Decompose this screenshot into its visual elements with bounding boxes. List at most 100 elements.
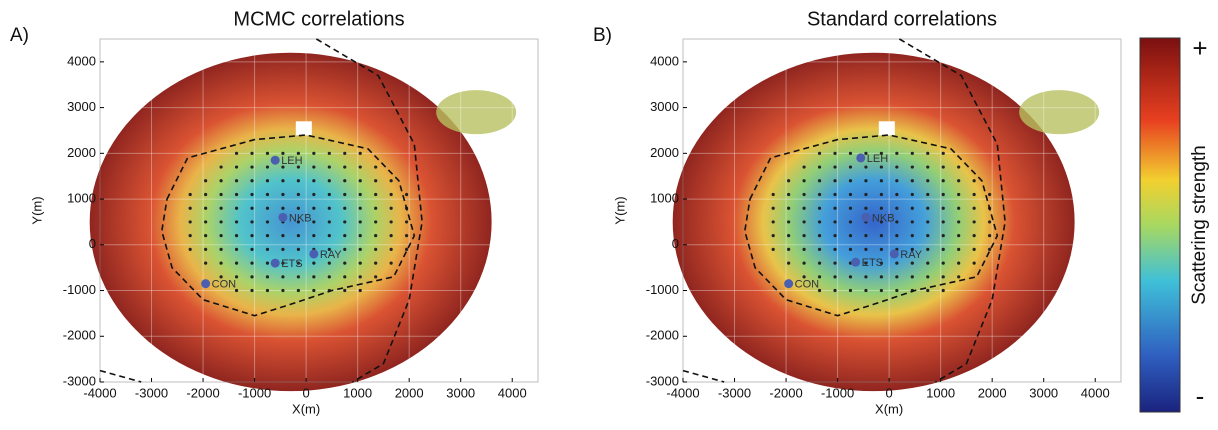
array-dot xyxy=(787,206,791,210)
array-dot xyxy=(817,206,822,210)
array-dot xyxy=(250,220,254,224)
y-tick-label: 4000 xyxy=(67,53,96,68)
array-dot xyxy=(941,275,945,279)
contour xyxy=(315,38,423,383)
array-dot xyxy=(358,179,362,183)
array-dot xyxy=(265,261,270,265)
station xyxy=(856,153,866,163)
array-dot xyxy=(296,234,300,238)
x-tick-label: 3000 xyxy=(1029,385,1058,400)
contour xyxy=(743,134,999,317)
array-dot xyxy=(848,165,853,169)
array-dot xyxy=(833,234,837,238)
array-dot xyxy=(895,165,899,169)
y-tick-label: -1000 xyxy=(63,282,96,297)
array-dot xyxy=(941,151,945,155)
array-dot xyxy=(343,151,347,155)
array-dot xyxy=(327,247,331,251)
array-dot xyxy=(787,220,791,224)
array-dot xyxy=(926,234,930,238)
array-dot xyxy=(848,192,853,197)
array-dot xyxy=(327,220,331,224)
array-dot xyxy=(281,179,285,183)
scattering-lobe xyxy=(1019,90,1100,135)
array-dot xyxy=(833,206,837,210)
contour xyxy=(682,369,725,383)
array-dot xyxy=(972,206,976,210)
array-dot xyxy=(802,165,806,169)
x-tick-label: -2000 xyxy=(769,385,802,400)
array-dot xyxy=(250,206,254,210)
array-dots xyxy=(188,151,409,293)
array-dot xyxy=(389,234,393,238)
array-dot xyxy=(312,220,316,224)
array-dot xyxy=(988,220,992,224)
array-dot xyxy=(389,179,393,183)
array-dot xyxy=(957,247,961,251)
array-dot xyxy=(833,192,837,197)
array-dot xyxy=(879,261,883,265)
array-dot xyxy=(895,206,899,210)
array-dot xyxy=(941,220,945,224)
array-dot xyxy=(895,288,899,293)
colorbar-label: Scattering strength xyxy=(1189,145,1210,304)
array-dot xyxy=(864,261,868,265)
x-tick-label: -2000 xyxy=(186,385,219,400)
array-dot xyxy=(895,275,899,279)
array-dot xyxy=(343,261,347,265)
array-dot xyxy=(771,192,775,197)
array-dot xyxy=(833,247,837,251)
scattering-field xyxy=(672,52,1075,392)
array-dot xyxy=(895,261,899,265)
array-dot xyxy=(957,179,961,183)
x-tick-label: -4000 xyxy=(83,385,116,400)
array-dot xyxy=(219,206,223,210)
array-dot xyxy=(281,234,285,238)
station xyxy=(270,155,280,165)
array-dot xyxy=(848,220,853,224)
plot-frame xyxy=(99,38,539,383)
array-dot xyxy=(879,234,883,238)
array-dot xyxy=(771,234,775,238)
array-dot xyxy=(312,179,316,183)
array-dot xyxy=(787,234,791,238)
data-gap xyxy=(295,121,312,136)
array-dot xyxy=(389,192,393,197)
array-dot xyxy=(188,247,192,251)
array-dot xyxy=(343,206,347,210)
array-dot xyxy=(941,179,945,183)
array-dot xyxy=(879,220,883,224)
array-dot xyxy=(204,261,208,265)
array-dot xyxy=(771,220,775,224)
array-dot xyxy=(957,192,961,197)
x-tick-label: 4000 xyxy=(498,385,527,400)
array-dot xyxy=(219,275,223,279)
station-label: LEH xyxy=(281,155,302,167)
array-dot xyxy=(833,165,837,169)
array-dot xyxy=(926,192,930,197)
station xyxy=(851,257,861,267)
array-dot xyxy=(296,247,300,251)
y-tick-label: 0 xyxy=(672,236,679,251)
y-tick-label: -3000 xyxy=(63,373,96,388)
station-label: ETS xyxy=(281,258,302,270)
array-dot xyxy=(219,247,223,251)
array-dot xyxy=(343,179,347,183)
contour xyxy=(898,38,1006,383)
array-dot xyxy=(864,179,868,183)
array-dot xyxy=(817,165,822,169)
array-dot xyxy=(864,288,868,293)
array-dot xyxy=(817,275,822,279)
x-tick-label: -3000 xyxy=(135,385,168,400)
array-dot xyxy=(312,288,316,293)
array-dot xyxy=(833,179,837,183)
array-dot xyxy=(343,165,347,169)
array-dot xyxy=(312,151,316,155)
array-dot xyxy=(374,234,378,238)
station-label: CON xyxy=(795,279,820,291)
array-dot xyxy=(250,151,254,155)
array-dot xyxy=(879,206,883,210)
array-dot xyxy=(389,261,393,265)
x-tick-label: 2000 xyxy=(978,385,1007,400)
array-dot xyxy=(343,275,347,279)
